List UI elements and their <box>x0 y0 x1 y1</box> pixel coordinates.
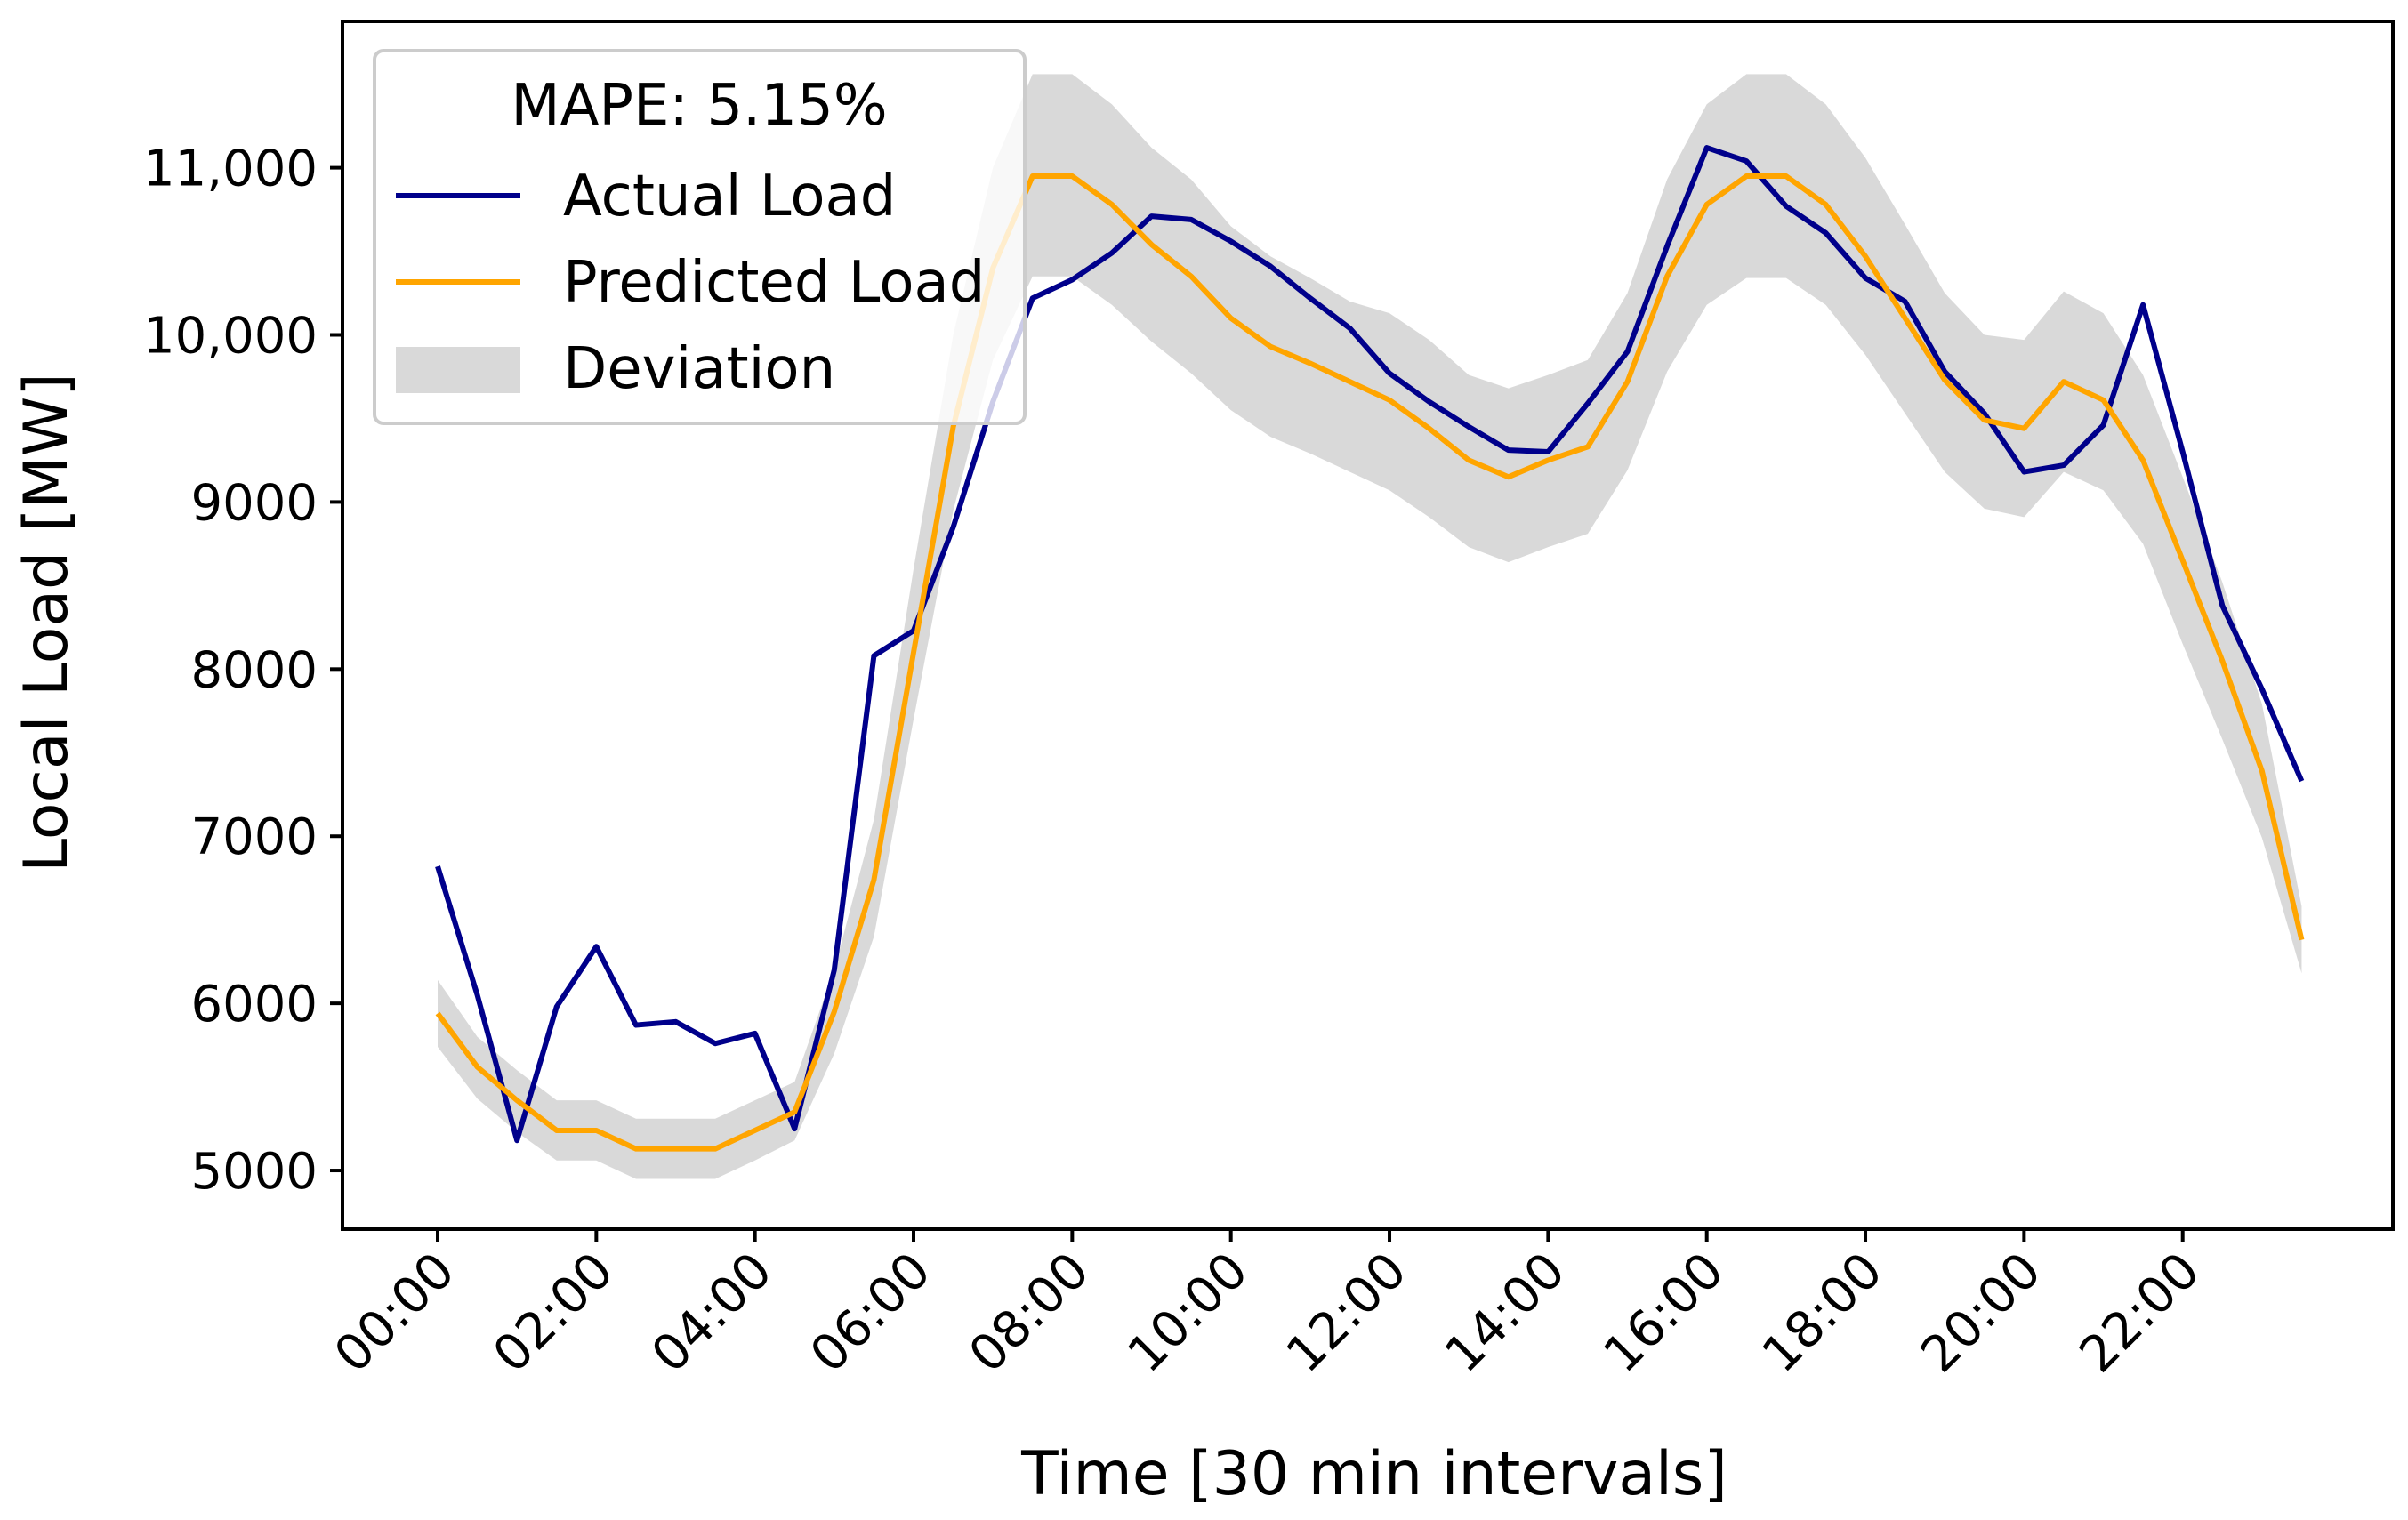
x-tick-label: 20:00 <box>1910 1242 2052 1384</box>
x-tick-label: 16:00 <box>1593 1242 1736 1384</box>
x-tick-label: 06:00 <box>800 1242 942 1384</box>
predicted-load-line <box>435 173 2305 1152</box>
x-tick-label: 12:00 <box>1276 1242 1418 1384</box>
x-tick-label: 00:00 <box>324 1242 466 1384</box>
plot-frame <box>341 20 2395 1231</box>
x-tick-label: 04:00 <box>640 1242 783 1384</box>
legend: MAPE: 5.15% Actual Load Predicted Load D… <box>373 49 1027 425</box>
x-tick-label: 22:00 <box>2069 1242 2211 1384</box>
y-tick-label: 9000 <box>190 474 318 532</box>
y-tick-label: 8000 <box>190 641 318 699</box>
x-axis: 00:00 02:00 04:00 06:00 08:00 10:00 12:00 14:00… <box>324 1229 2211 1384</box>
legend-deviation-label: Deviation <box>563 336 835 402</box>
legend-predicted-label: Predicted Load <box>563 250 985 316</box>
legend-actual-label: Actual Load <box>563 164 896 229</box>
y-tick-label: 10,000 <box>143 308 318 366</box>
x-tick-label: 02:00 <box>482 1242 624 1384</box>
legend-title: MAPE: 5.15% <box>511 73 887 139</box>
x-tick-label: 08:00 <box>958 1242 1100 1384</box>
y-tick-label: 7000 <box>190 808 318 866</box>
x-axis-label: Time [30 min intervals] <box>1020 1439 1727 1509</box>
x-tick-label: 18:00 <box>1752 1242 1894 1384</box>
y-tick-label: 11,000 <box>143 141 318 198</box>
y-axis: 5000 6000 7000 8000 9000 10,000 11,000 <box>143 141 342 1201</box>
y-tick-label: 5000 <box>190 1143 318 1201</box>
y-tick-label: 6000 <box>190 976 318 1033</box>
series-lines-layer <box>435 145 2305 1152</box>
legend-deviation-swatch <box>396 347 520 393</box>
legend-box <box>373 49 1027 425</box>
y-axis-label: Local Load [MW] <box>12 373 82 873</box>
x-tick-label: 14:00 <box>1434 1242 1576 1384</box>
x-tick-label: 10:00 <box>1117 1242 1260 1384</box>
